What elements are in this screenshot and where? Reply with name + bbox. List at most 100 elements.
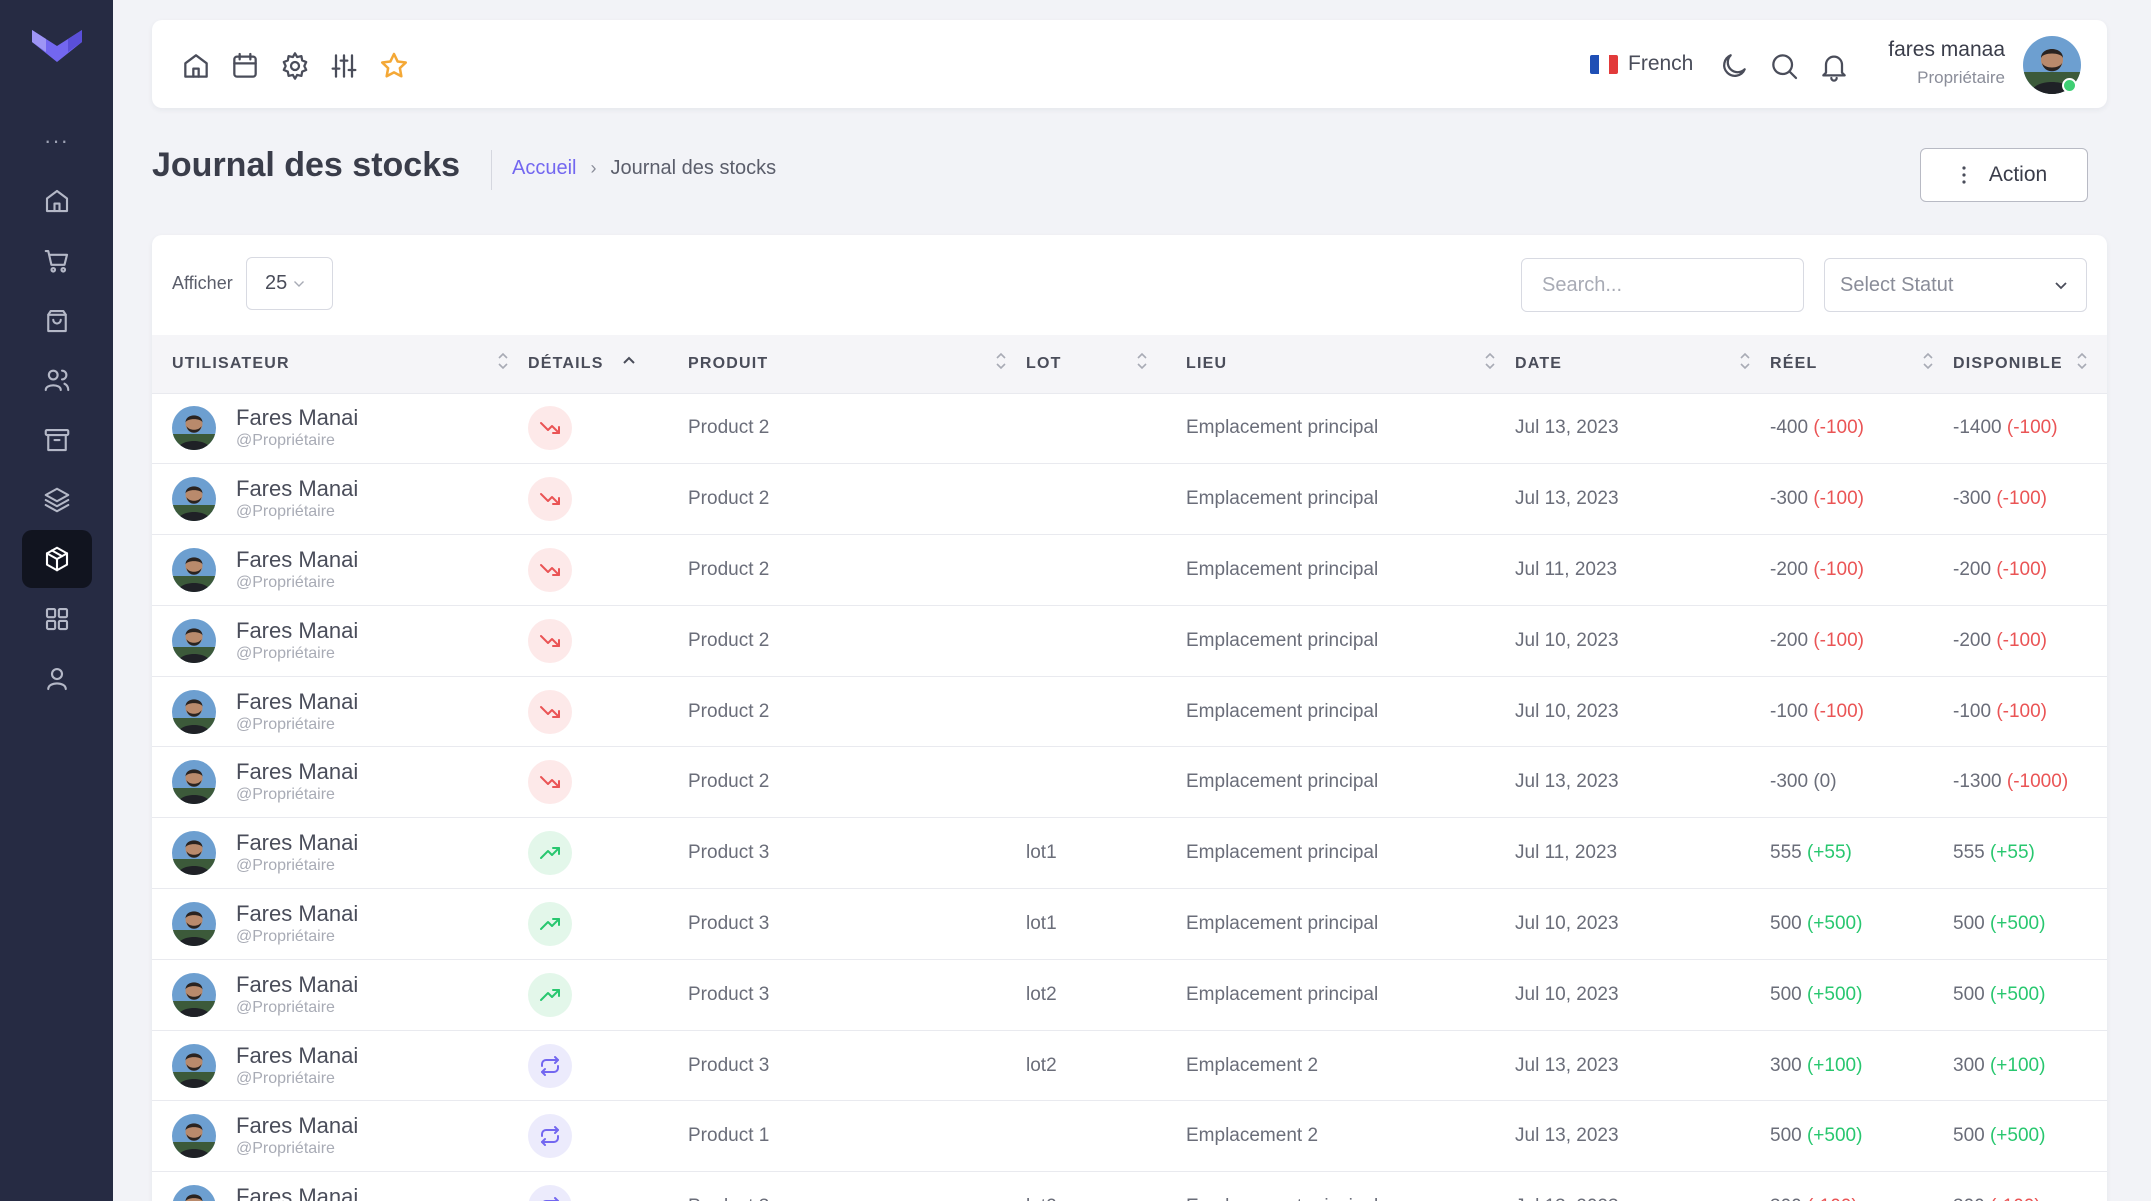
user-cell: Fares Manai@Propriétaire — [152, 747, 528, 818]
sort-control[interactable] — [2075, 350, 2089, 377]
transfer-icon[interactable] — [528, 1185, 572, 1201]
transfer-icon[interactable] — [528, 1043, 572, 1088]
sort-icon[interactable] — [1738, 350, 1752, 372]
available-qty-delta: (-100) — [1996, 488, 2047, 510]
home-icon[interactable] — [180, 50, 212, 82]
available-qty-cell: 300 (-100) — [1953, 1172, 2107, 1201]
search-icon[interactable] — [1768, 50, 1800, 82]
column-header[interactable]: LIEU — [1186, 335, 1515, 393]
action-button[interactable]: Action — [1920, 148, 2088, 202]
column-header[interactable]: DÉTAILS — [528, 335, 688, 393]
avatar — [172, 689, 216, 734]
sort-control[interactable] — [1738, 350, 1752, 377]
search-input[interactable] — [1521, 258, 1804, 312]
sort-control[interactable] — [496, 350, 510, 377]
status-select[interactable]: Select Statut — [1824, 258, 2087, 312]
trending-up-icon[interactable] — [528, 831, 572, 876]
trending-down-icon[interactable] — [528, 547, 572, 592]
sort-icon[interactable] — [496, 350, 510, 372]
sidebar-item-home[interactable] — [22, 172, 92, 230]
column-header-label: DÉTAILS — [528, 354, 604, 372]
table-row[interactable]: Fares Manai @Propriétaire Product 3 lot1 Emp… — [152, 888, 2107, 960]
user-name[interactable]: Fares Manai — [236, 405, 359, 431]
notification-bell-icon[interactable] — [1818, 50, 1850, 82]
stock-journal-card: Afficher 25 Select Statut UTILISATEUR DÉT… — [152, 235, 2107, 1201]
sidebar-item-stock[interactable] — [22, 530, 92, 588]
trending-down-icon[interactable] — [528, 689, 572, 734]
user-name[interactable]: Fares Manai — [236, 617, 359, 643]
french-flag-icon — [1590, 54, 1618, 74]
available-qty-delta: (-100) — [2006, 417, 2058, 439]
sidebar-item-cart[interactable] — [22, 232, 92, 290]
available-qty-cell: 500 (+500) — [1953, 959, 2107, 1030]
sort-icon[interactable] — [994, 350, 1008, 372]
details-cell — [528, 464, 688, 535]
sort-icon[interactable] — [2075, 350, 2089, 372]
trending-down-icon[interactable] — [528, 477, 572, 522]
sort-control[interactable] — [1921, 350, 1935, 377]
user-name[interactable]: Fares Manai — [236, 546, 359, 572]
user-name[interactable]: Fares Manai — [236, 900, 359, 926]
table-row[interactable]: Fares Manai @Propriétaire Product 3 lot1 Emp… — [152, 817, 2107, 889]
user-name[interactable]: Fares Manai — [236, 830, 359, 856]
trending-up-icon[interactable] — [528, 972, 572, 1017]
product-cell: Product 2 — [688, 771, 770, 793]
dark-mode-moon-icon[interactable] — [1718, 50, 1750, 82]
calendar-icon[interactable] — [229, 50, 261, 82]
sort-ascending-icon[interactable] — [622, 350, 636, 372]
column-header[interactable]: UTILISATEUR — [152, 335, 528, 393]
user-name[interactable]: Fares Manai — [236, 688, 359, 714]
trending-up-icon[interactable] — [528, 901, 572, 946]
sort-icon[interactable] — [1921, 350, 1935, 372]
table-row[interactable]: Fares Manai @Propriétaire Product 2 Emplace… — [152, 463, 2107, 535]
page-size-select[interactable]: 25 — [246, 257, 333, 310]
trending-down-icon[interactable] — [528, 406, 572, 451]
sidebar-item-users[interactable] — [22, 351, 92, 409]
transfer-icon[interactable] — [528, 1114, 572, 1159]
column-header[interactable]: DISPONIBLE — [1953, 335, 2107, 393]
sidebar-item-bag[interactable] — [22, 292, 92, 350]
sidebar-item-grid[interactable] — [22, 590, 92, 648]
user-name[interactable]: Fares Manai — [236, 476, 359, 502]
sidebar-item-layers[interactable] — [22, 471, 92, 529]
chevron-down-icon — [294, 280, 305, 287]
sort-icon[interactable] — [1135, 350, 1149, 372]
column-header[interactable]: PRODUIT — [688, 335, 1026, 393]
user-name[interactable]: Fares Manai — [236, 1113, 359, 1139]
table-row[interactable]: Fares Manai @Propriétaire Product 2 Emplace… — [152, 393, 2107, 464]
real-qty-cell: 500 (+500) — [1770, 959, 1953, 1030]
breadcrumb-home-link[interactable]: Accueil — [512, 157, 577, 179]
sort-control[interactable] — [994, 350, 1008, 377]
sliders-icon[interactable] — [328, 50, 360, 82]
more-dots-icon[interactable]: ··· — [44, 128, 69, 153]
column-header[interactable]: DATE — [1515, 335, 1770, 393]
sort-control[interactable] — [622, 350, 636, 377]
user-name[interactable]: Fares Manai — [236, 1042, 359, 1068]
user-name[interactable]: Fares Manai — [236, 1184, 359, 1201]
trending-down-icon[interactable] — [528, 760, 572, 805]
table-row[interactable]: Fares Manai @Propriétaire Product 1 Emplace… — [152, 1100, 2107, 1172]
language-selector[interactable]: French — [1590, 52, 1693, 76]
available-qty-delta: (-100) — [1996, 629, 2047, 651]
app-logo-icon[interactable] — [30, 24, 84, 66]
table-row[interactable]: Fares Manai @Propriétaire Product 2 Emplace… — [152, 605, 2107, 676]
sort-control[interactable] — [1483, 350, 1497, 377]
table-row[interactable]: Fares Manai @Propriétaire Product 2 Emplace… — [152, 746, 2107, 818]
table-row[interactable]: Fares Manai @Propriétaire Product 2 Emplace… — [152, 676, 2107, 747]
sidebar-item-profile[interactable] — [22, 650, 92, 708]
sidebar-item-archive[interactable] — [22, 411, 92, 469]
user-name: fares manaa — [1888, 38, 2005, 61]
user-name[interactable]: Fares Manai — [236, 971, 359, 997]
column-header[interactable]: LOT — [1026, 335, 1186, 393]
table-row[interactable]: Fares Manai @Propriétaire Product 2 Emplace… — [152, 534, 2107, 606]
trending-down-icon[interactable] — [528, 618, 572, 663]
column-header[interactable]: RÉEL — [1770, 335, 1953, 393]
user-name[interactable]: Fares Manai — [236, 759, 359, 785]
sort-control[interactable] — [1135, 350, 1149, 377]
sort-icon[interactable] — [1483, 350, 1497, 372]
settings-gear-icon[interactable] — [279, 50, 311, 82]
star-icon[interactable] — [378, 50, 410, 82]
